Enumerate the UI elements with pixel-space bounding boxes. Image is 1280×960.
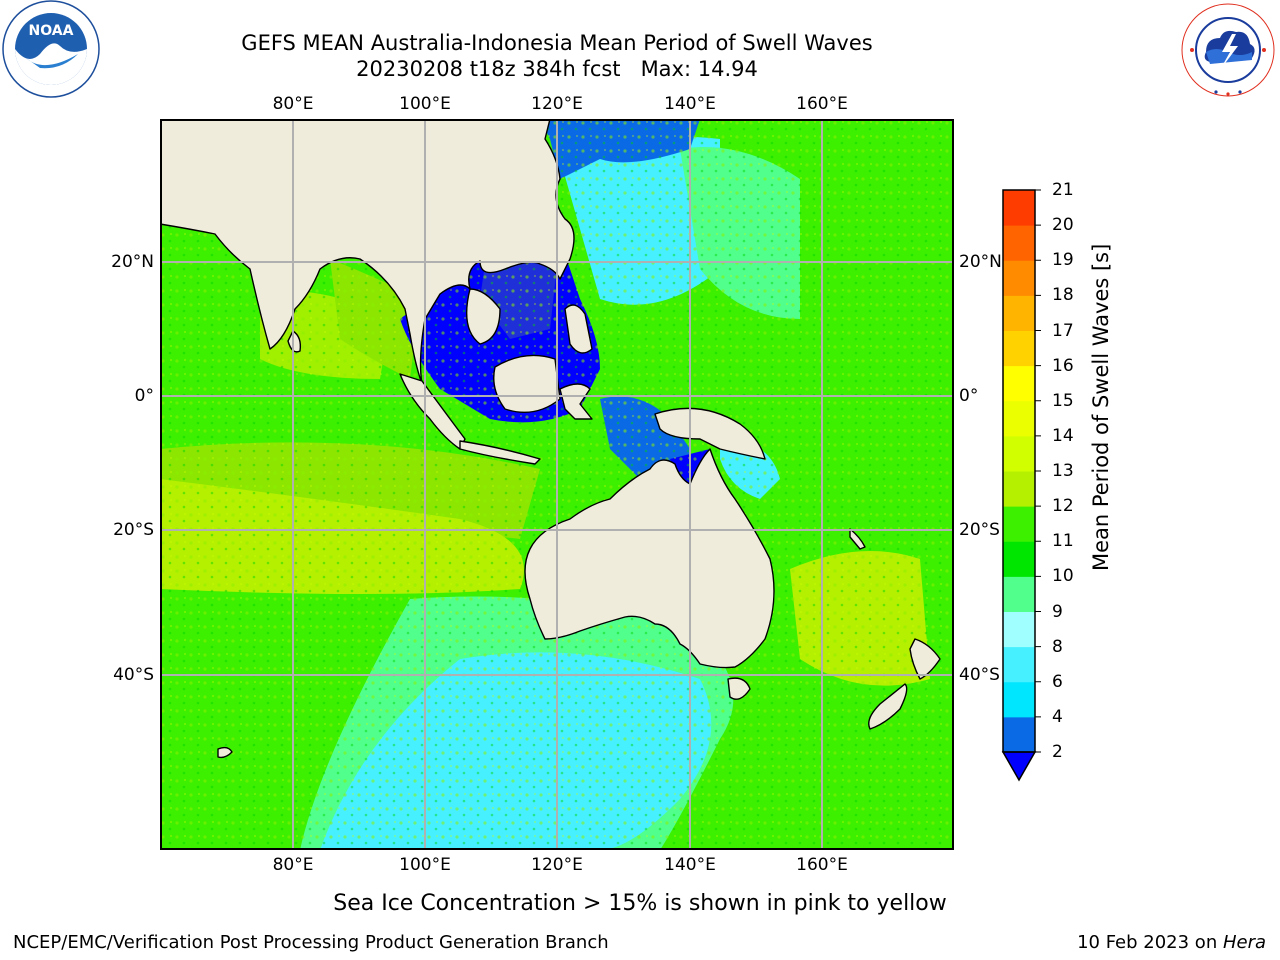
colorbar-tick-label: 18 bbox=[1052, 285, 1074, 306]
colorbar-segment bbox=[1003, 365, 1035, 402]
lat-tick-left-0: 0° bbox=[134, 386, 154, 406]
colorbar-segment bbox=[1003, 435, 1035, 472]
sea-ice-note: Sea Ice Concentration > 15% is shown in … bbox=[333, 891, 947, 916]
lon-tick-bottom-100e: 100°E bbox=[399, 855, 451, 875]
colorbar-tick-label: 10 bbox=[1052, 566, 1074, 587]
australia bbox=[524, 448, 775, 669]
tasmania bbox=[727, 677, 751, 700]
colorbar-label: Mean Period of Swell Waves [s] bbox=[1089, 243, 1113, 571]
lat-tick-left-40s: 40°S bbox=[113, 665, 154, 685]
colorbar-tick-label: 4 bbox=[1052, 706, 1063, 727]
colorbar-tick-label: 16 bbox=[1052, 355, 1074, 376]
nws-logo bbox=[1176, 2, 1280, 98]
new-guinea bbox=[654, 407, 766, 460]
noaa-logo: NOAA bbox=[0, 0, 104, 100]
footer-date-text: 10 Feb 2023 on bbox=[1077, 932, 1223, 953]
lat-tick-right-20s: 20°S bbox=[959, 520, 1000, 540]
philippines bbox=[564, 304, 593, 354]
lon-tick-bottom-140e: 140°E bbox=[664, 855, 716, 875]
colorbar-segment bbox=[1003, 260, 1035, 296]
colorbar-tick-label: 15 bbox=[1052, 390, 1074, 411]
colorbar-tick-label: 12 bbox=[1052, 496, 1074, 517]
colorbar-segment bbox=[1003, 576, 1035, 612]
asia-continent bbox=[160, 119, 575, 385]
map-area bbox=[160, 119, 954, 850]
colorbar-tick-label: 14 bbox=[1052, 425, 1074, 446]
colorbar-segment bbox=[1003, 400, 1035, 437]
colorbar-segment bbox=[1003, 506, 1035, 542]
lon-tick-bottom-80e: 80°E bbox=[272, 855, 314, 875]
lat-tick-right-0: 0° bbox=[959, 386, 979, 406]
colorbar bbox=[1001, 188, 1041, 784]
footer-credit: NCEP/EMC/Verification Post Processing Pr… bbox=[13, 932, 609, 953]
colorbar-segment bbox=[1003, 646, 1035, 683]
colorbar-tick-label: 6 bbox=[1052, 671, 1063, 692]
lon-tick-bottom-120e: 120°E bbox=[531, 855, 583, 875]
lat-tick-right-20n: 20°N bbox=[959, 252, 1002, 272]
lon-tick-top-120e: 120°E bbox=[531, 94, 583, 114]
colorbar-tick-label: 13 bbox=[1052, 461, 1074, 481]
colorbar-segment bbox=[1003, 611, 1035, 648]
noaa-logo-text: NOAA bbox=[29, 23, 74, 39]
sumatra bbox=[399, 373, 466, 450]
colorbar-extend-below bbox=[1001, 751, 1037, 782]
colorbar-segment bbox=[1003, 190, 1035, 226]
new-caledonia bbox=[849, 528, 866, 550]
lon-tick-top-100e: 100°E bbox=[399, 94, 451, 114]
colorbar-segment bbox=[1003, 330, 1035, 367]
borneo bbox=[493, 354, 561, 413]
kerguelen bbox=[217, 746, 233, 759]
colorbar-tick-label: 11 bbox=[1052, 531, 1074, 552]
lat-tick-left-20s: 20°S bbox=[113, 520, 154, 540]
footer-machine: Hera bbox=[1222, 932, 1266, 953]
colorbar-segment bbox=[1003, 295, 1035, 331]
colorbar-tick-label: 8 bbox=[1052, 636, 1063, 657]
graticule bbox=[160, 119, 954, 850]
lat-tick-left-20n: 20°N bbox=[111, 252, 154, 272]
colorbar-segment bbox=[1003, 681, 1035, 718]
lon-tick-top-80e: 80°E bbox=[272, 94, 314, 114]
lon-tick-bottom-160e: 160°E bbox=[796, 855, 848, 875]
colorbar-tick-label: 20 bbox=[1052, 215, 1074, 236]
colorbar-segment bbox=[1003, 225, 1035, 261]
colorbar-tick-label: 19 bbox=[1052, 250, 1074, 271]
new-zealand-north bbox=[909, 638, 941, 680]
colorbar-tick-labels: 2 4 6 8 9 10 11 12 13 14 15 16 17 18 19 20 21 bbox=[1052, 0, 1112, 960]
colorbar-tick-label: 9 bbox=[1052, 601, 1063, 622]
colorbar-tick-label: 21 bbox=[1052, 180, 1074, 200]
sulawesi bbox=[559, 383, 593, 420]
chart-title-line2: 20230208 t18z 384h fcst Max: 14.94 bbox=[356, 57, 758, 81]
lat-tick-right-40s: 40°S bbox=[959, 665, 1000, 685]
sri-lanka bbox=[287, 330, 302, 353]
chart-title-line1: GEFS MEAN Australia-Indonesia Mean Perio… bbox=[241, 31, 873, 55]
lon-tick-top-140e: 140°E bbox=[664, 94, 716, 114]
footer-date: 10 Feb 2023 on Hera bbox=[1077, 932, 1266, 954]
colorbar-tick-label: 2 bbox=[1052, 742, 1063, 762]
colorbar-tick-label: 17 bbox=[1052, 320, 1074, 341]
colorbar-segment bbox=[1003, 471, 1035, 507]
colorbar-segment bbox=[1003, 541, 1035, 577]
java bbox=[459, 440, 541, 465]
new-zealand-south bbox=[868, 683, 908, 730]
lon-tick-top-160e: 160°E bbox=[796, 94, 848, 114]
colorbar-segment bbox=[1003, 716, 1035, 753]
map-frame bbox=[160, 119, 954, 850]
land-masses bbox=[160, 119, 941, 759]
